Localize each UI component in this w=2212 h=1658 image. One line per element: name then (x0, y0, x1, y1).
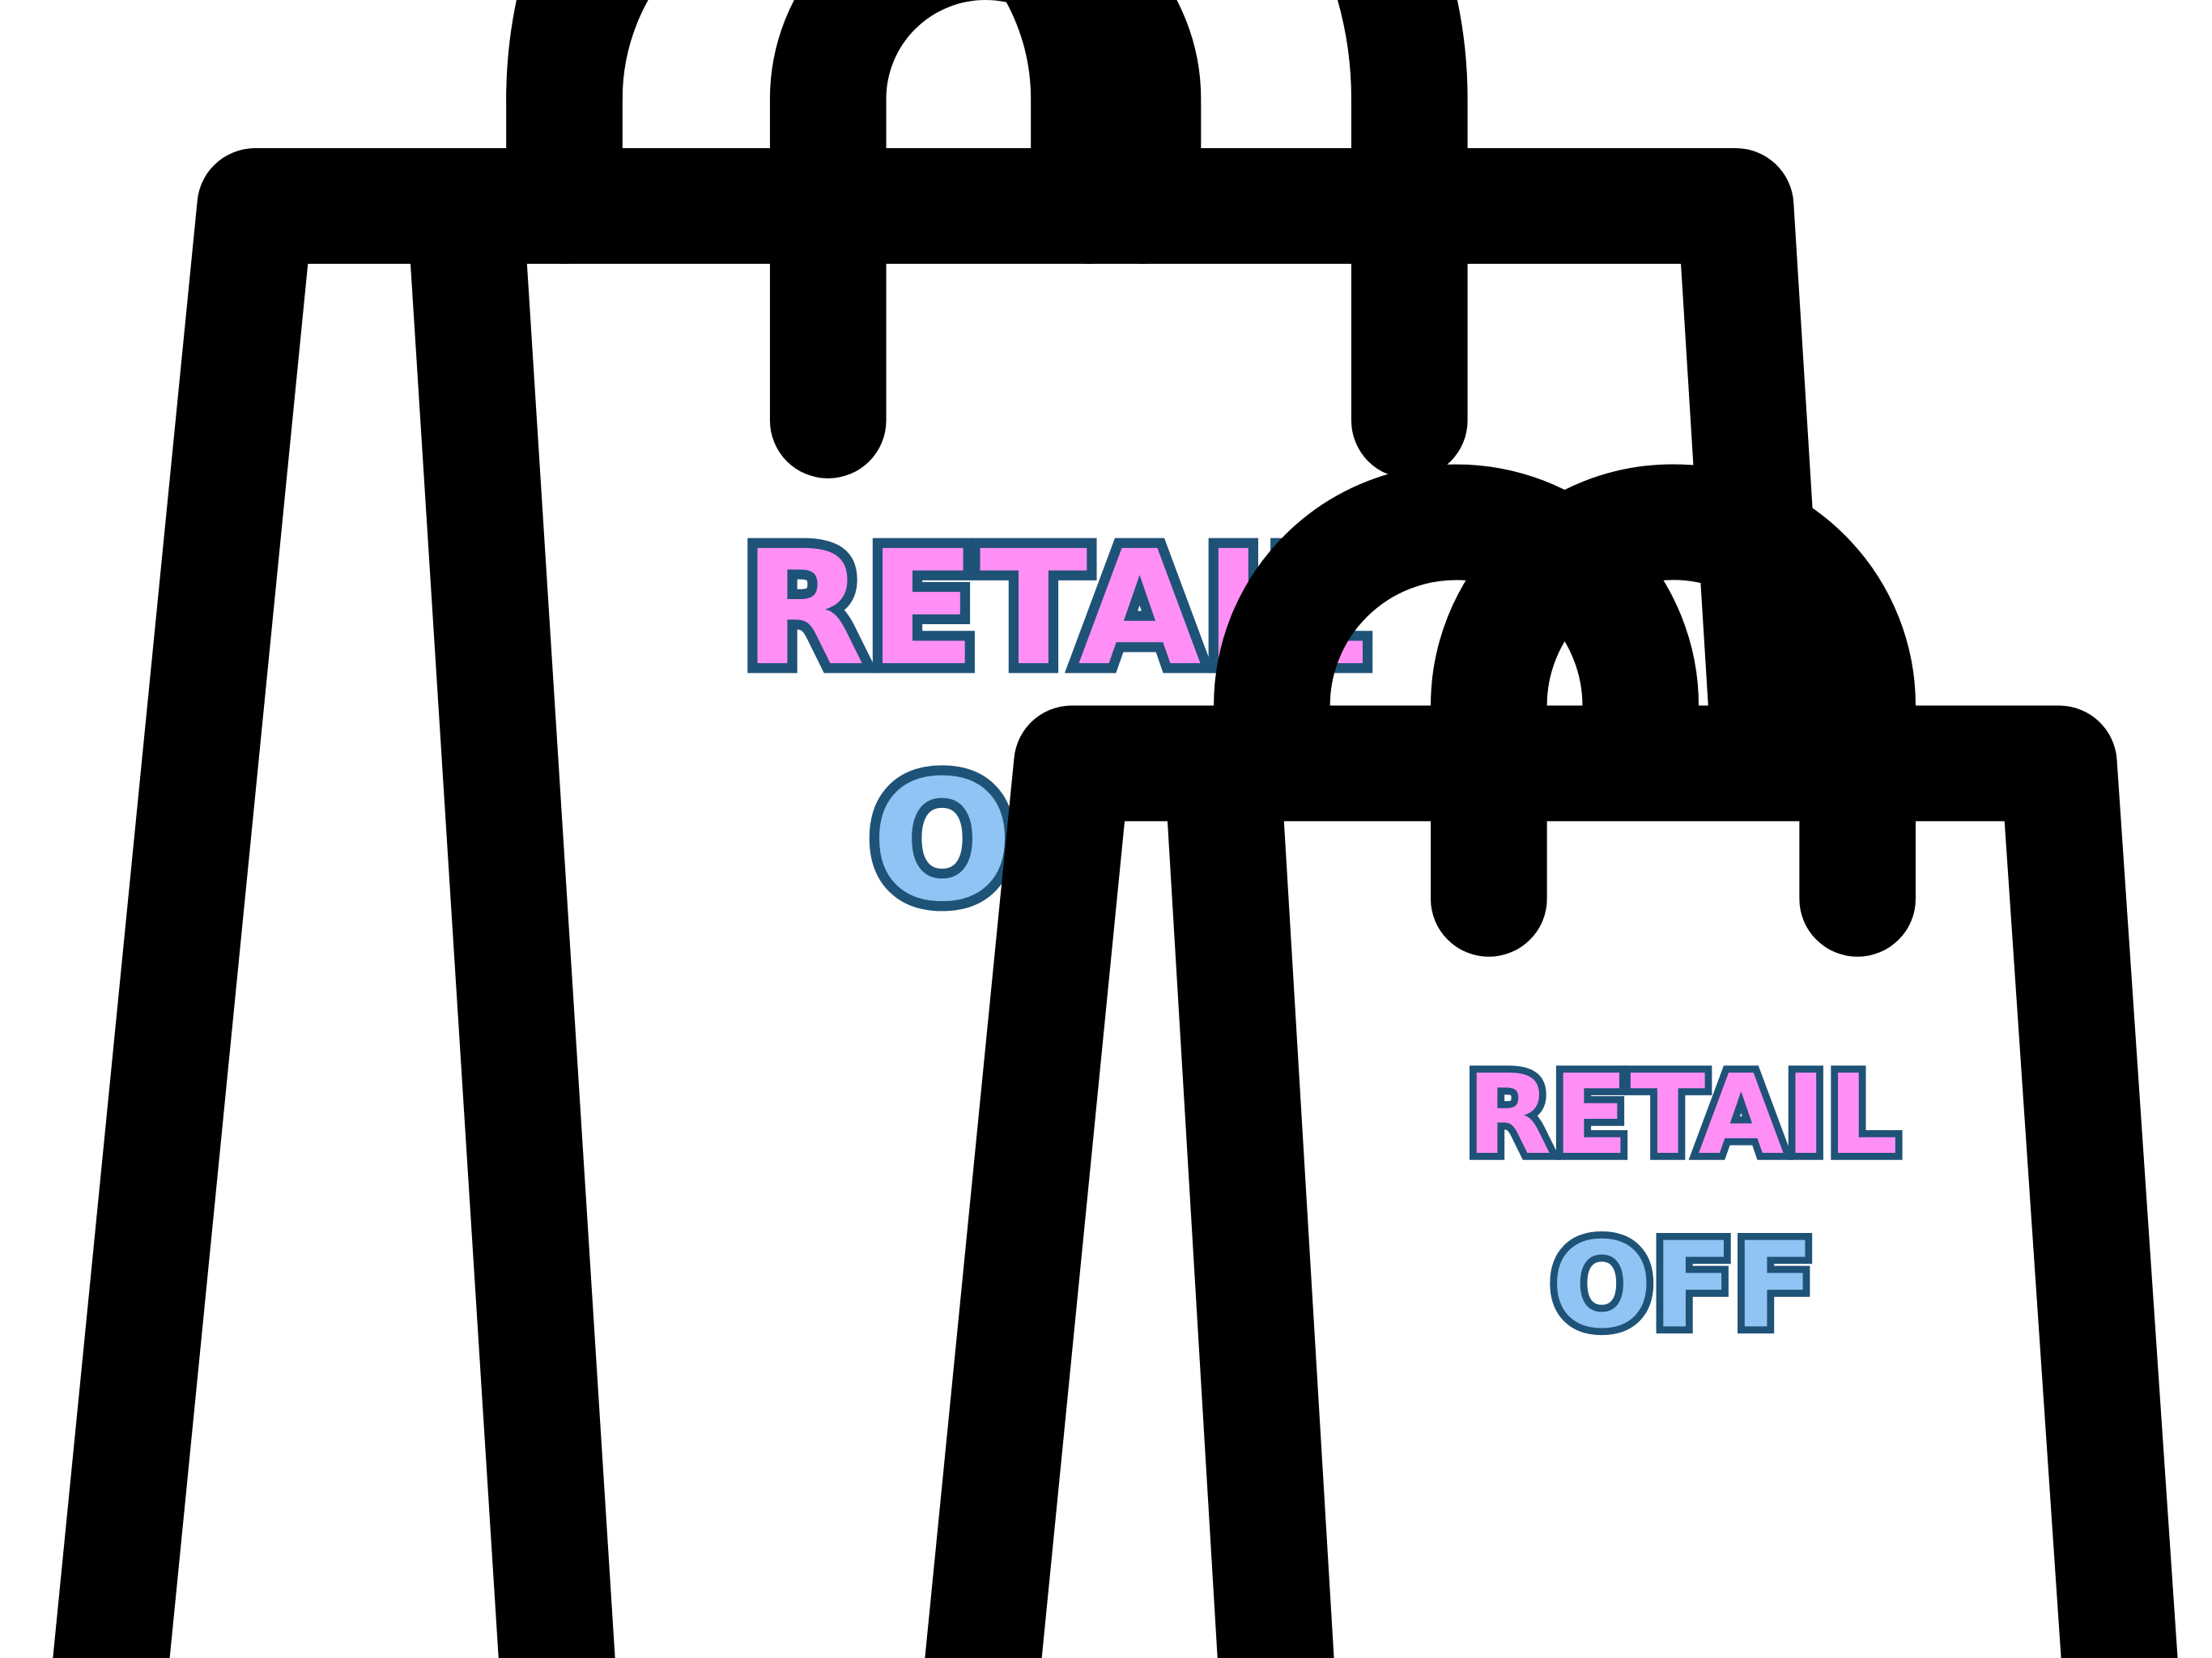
small-bag-retail-text: RETAIL (1466, 1052, 1899, 1180)
small-shopping-bag-icon: RETAIL OFF (925, 464, 2178, 1658)
small-bag-off-text: OFF (1551, 1217, 1815, 1355)
